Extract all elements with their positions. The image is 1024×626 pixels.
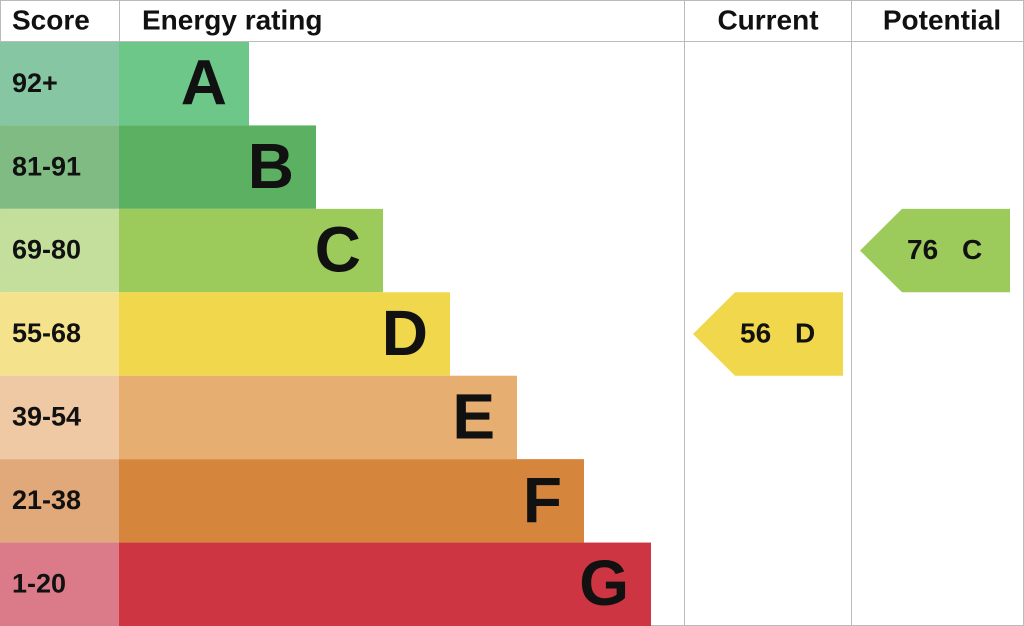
- score-label: 55-68: [12, 318, 81, 348]
- rating-bar: [119, 542, 651, 626]
- score-label: 92+: [12, 68, 58, 98]
- header-rating: Energy rating: [142, 4, 322, 35]
- rating-bar: [119, 208, 383, 293]
- header-current: Current: [717, 4, 818, 35]
- score-cell: [0, 42, 119, 126]
- score-cell: [0, 208, 119, 293]
- current-value: 56: [740, 317, 771, 348]
- rating-bar: [119, 459, 584, 543]
- score-label: 39-54: [12, 402, 81, 432]
- rating-bar: [119, 42, 249, 126]
- rating-letter: A: [181, 47, 227, 119]
- potential-value: 76: [907, 234, 938, 265]
- current-letter: D: [795, 317, 815, 348]
- rating-letter: E: [452, 380, 495, 452]
- score-label: 69-80: [12, 235, 81, 265]
- score-cell: [0, 375, 119, 460]
- score-label: 1-20: [12, 568, 66, 598]
- rating-bar: [119, 292, 450, 376]
- current-arrow: [693, 292, 843, 376]
- header-score: Score: [12, 4, 90, 35]
- rating-bar: [119, 125, 316, 209]
- header-potential: Potential: [883, 4, 1001, 35]
- potential-arrow: [860, 208, 1010, 293]
- score-cell: [0, 459, 119, 543]
- rating-bar: [119, 375, 517, 460]
- rating-letter: D: [382, 297, 428, 369]
- potential-letter: C: [962, 234, 982, 265]
- score-label: 81-91: [12, 151, 81, 181]
- score-cell: [0, 125, 119, 209]
- score-label: 21-38: [12, 485, 81, 515]
- score-cell: [0, 542, 119, 626]
- rating-letter: B: [248, 130, 294, 202]
- score-cell: [0, 292, 119, 376]
- rating-letter: F: [523, 464, 562, 536]
- rating-letter: C: [315, 213, 361, 285]
- rating-letter: G: [579, 547, 629, 619]
